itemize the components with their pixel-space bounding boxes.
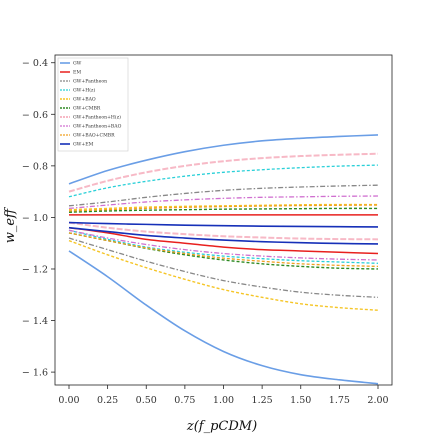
- x-tick-label: 1.25: [252, 395, 273, 406]
- series-line-2-lower: [68, 237, 379, 298]
- y-tick-label: − 1.6: [22, 368, 48, 379]
- x-tick-label: 1.75: [329, 395, 350, 406]
- series-line-0-upper: [68, 134, 379, 185]
- x-tick-label: 1.00: [213, 395, 234, 406]
- legend-label-5: GW+CMBR: [73, 106, 101, 112]
- series-line-6-lower: [68, 221, 379, 241]
- x-tick-label: 0.00: [58, 395, 79, 406]
- series-line-7-upper: [68, 195, 379, 210]
- legend-label-8: GW+BAO+CMBR: [73, 133, 115, 139]
- y-tick-label: − 0.8: [22, 161, 48, 172]
- legend-label-2: GW+Pantheon: [73, 79, 107, 85]
- series-line-1-lower: [68, 226, 379, 255]
- series-line-0-lower: [68, 250, 379, 385]
- y-tick-label: − 1.0: [22, 213, 48, 224]
- x-tick-label: 2.00: [367, 395, 388, 406]
- x-tick-label: 0.75: [174, 395, 195, 406]
- legend-label-3: GW+H(z): [73, 87, 95, 94]
- ticks-layer: 0.00 0.25 0.50 0.75 1.00 1.25 1.50 1.75 2.00 − 0.…: [22, 58, 389, 406]
- series-line-2-upper: [68, 184, 379, 207]
- legend-label-6: GW+Pantheon+H(z): [73, 114, 121, 121]
- x-tick-label: 1.50: [290, 395, 311, 406]
- y-axis-label: w_eff: [3, 206, 18, 243]
- y-tick-label: − 1.2: [22, 264, 48, 275]
- x-axis-label: z(f_pCDM): [186, 419, 257, 434]
- legend-label-4: GW+BAO: [73, 97, 96, 103]
- legend-label-7: GW+Pantheon+BAO: [73, 124, 122, 130]
- x-tick-label: 0.50: [136, 395, 157, 406]
- y-tick-label: − 0.6: [22, 110, 48, 121]
- series-line-9-upper: [68, 221, 379, 228]
- series-line-4-lower: [68, 239, 379, 311]
- legend-label-0: GW: [73, 61, 82, 67]
- series-line-3-lower: [68, 229, 379, 264]
- series-line-8-lower: [68, 232, 379, 268]
- y-tick-label: − 0.4: [22, 58, 48, 69]
- legend-label-9: GW+EM: [73, 142, 94, 148]
- legend: GW EM GW+Pantheon GW+H(z) GW+BAO GW+CMBR GW+Pa…: [57, 57, 129, 152]
- series-layer: [68, 134, 379, 385]
- series-line-3-upper: [68, 164, 379, 198]
- series-line-6-upper: [68, 152, 379, 193]
- y-tick-label: − 1.4: [22, 316, 48, 327]
- legend-label-1: EM: [73, 70, 81, 76]
- series-line-9-lower: [68, 226, 379, 245]
- x-tick-label: 0.25: [97, 395, 118, 406]
